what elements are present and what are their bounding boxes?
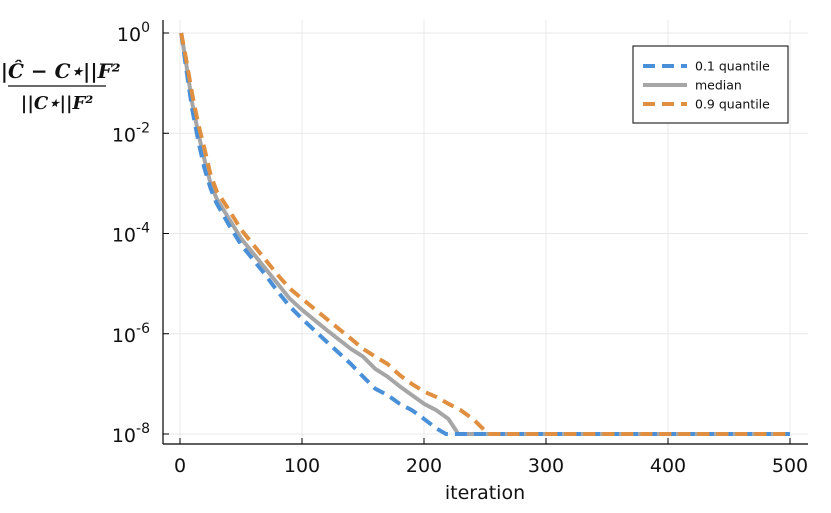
x-axis-label: iteration	[445, 482, 525, 504]
legend-label: 0.9 quantile	[695, 97, 770, 112]
x-tick-labels: 0 100 200 300 400 500	[174, 455, 808, 477]
legend-label: median	[695, 78, 742, 93]
x-tick-label: 400	[650, 455, 686, 477]
y-tick-label: 10-4	[112, 221, 150, 247]
y-tick-exponent: 0	[141, 20, 150, 36]
grid	[163, 20, 808, 444]
y-label-denominator: ||C⋆||F²	[21, 93, 94, 114]
x-tick-label: 200	[406, 455, 442, 477]
x-tick-label: 500	[772, 455, 808, 477]
y-tick-label: 10-6	[112, 321, 150, 347]
series-line-0-1-quantile	[179, 32, 790, 436]
legend-label: 0.1 quantile	[695, 59, 770, 74]
x-tick-label: 0	[174, 455, 186, 477]
y-tick-base: 10	[112, 225, 136, 247]
y-tick-label: 10-2	[112, 120, 150, 146]
legend: 0.1 quantile median 0.9 quantile	[632, 45, 789, 124]
axes	[162, 20, 808, 445]
y-tick-base: 10	[117, 24, 141, 46]
y-tick-base: 10	[112, 425, 136, 447]
x-tick-label: 300	[528, 455, 564, 477]
y-tick-exponent: -6	[136, 321, 150, 337]
series-line-0-9-quantile	[179, 32, 790, 436]
y-axis-label: ||Ĉ − C⋆||F² ||C⋆||F²	[0, 58, 121, 114]
x-tick-label: 100	[284, 455, 320, 477]
y-tick-base: 10	[112, 325, 136, 347]
y-tick-label: 10-8	[112, 421, 150, 447]
y-tick-label: 100	[117, 20, 150, 46]
series-line-median	[179, 32, 790, 436]
y-tick-base: 10	[112, 124, 136, 146]
y-tick-exponent: -2	[136, 120, 150, 136]
y-tick-exponent: -8	[136, 421, 150, 437]
y-tick-exponent: -4	[136, 221, 150, 237]
y-label-numerator: ||Ĉ − C⋆||F²	[0, 58, 121, 83]
series-lines	[179, 32, 790, 436]
